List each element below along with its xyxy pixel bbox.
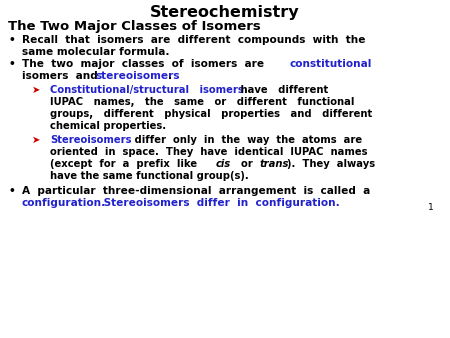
- Text: The  two  major  classes  of  isomers  are: The two major classes of isomers are: [22, 59, 268, 69]
- Text: •: •: [8, 59, 15, 69]
- Text: •: •: [8, 35, 15, 45]
- Text: have   different: have different: [230, 85, 328, 95]
- Text: •: •: [8, 186, 15, 196]
- Text: or: or: [234, 159, 256, 169]
- Text: have the same functional group(s).: have the same functional group(s).: [50, 171, 249, 181]
- Text: cis: cis: [216, 159, 231, 169]
- Text: configuration.: configuration.: [22, 198, 106, 208]
- Text: constitutional: constitutional: [290, 59, 373, 69]
- Text: oriented  in  space.  They  have  identical  IUPAC  names: oriented in space. They have identical I…: [50, 147, 368, 157]
- Text: chemical properties.: chemical properties.: [50, 121, 166, 131]
- Text: A  particular  three-dimensional  arrangement  is  called  a: A particular three-dimensional arrangeme…: [22, 186, 370, 196]
- Text: differ  only  in  the  way  the  atoms  are: differ only in the way the atoms are: [131, 135, 362, 145]
- Text: The Two Major Classes of Isomers: The Two Major Classes of Isomers: [8, 20, 261, 33]
- Text: ).  They  always: ). They always: [287, 159, 375, 169]
- Text: (except  for  a  prefix  like: (except for a prefix like: [50, 159, 201, 169]
- Text: groups,   different   physical   properties   and   different: groups, different physical properties an…: [50, 109, 372, 119]
- Text: trans: trans: [260, 159, 289, 169]
- Text: Stereoisomers: Stereoisomers: [50, 135, 131, 145]
- Text: Recall  that  isomers  are  different  compounds  with  the: Recall that isomers are different compou…: [22, 35, 365, 45]
- Text: .: .: [168, 71, 172, 81]
- Text: Stereochemistry: Stereochemistry: [150, 5, 300, 20]
- Text: 1: 1: [428, 203, 434, 212]
- Text: IUPAC   names,   the   same   or   different   functional: IUPAC names, the same or different funct…: [50, 97, 355, 107]
- Text: ➤: ➤: [32, 85, 40, 95]
- Text: isomers  and: isomers and: [22, 71, 101, 81]
- Text: Constitutional/structural   isomers: Constitutional/structural isomers: [50, 85, 244, 95]
- Text: Stereoisomers  differ  in  configuration.: Stereoisomers differ in configuration.: [100, 198, 340, 208]
- Text: ➤: ➤: [32, 135, 40, 145]
- Text: same molecular formula.: same molecular formula.: [22, 47, 170, 57]
- Text: stereoisomers: stereoisomers: [95, 71, 180, 81]
